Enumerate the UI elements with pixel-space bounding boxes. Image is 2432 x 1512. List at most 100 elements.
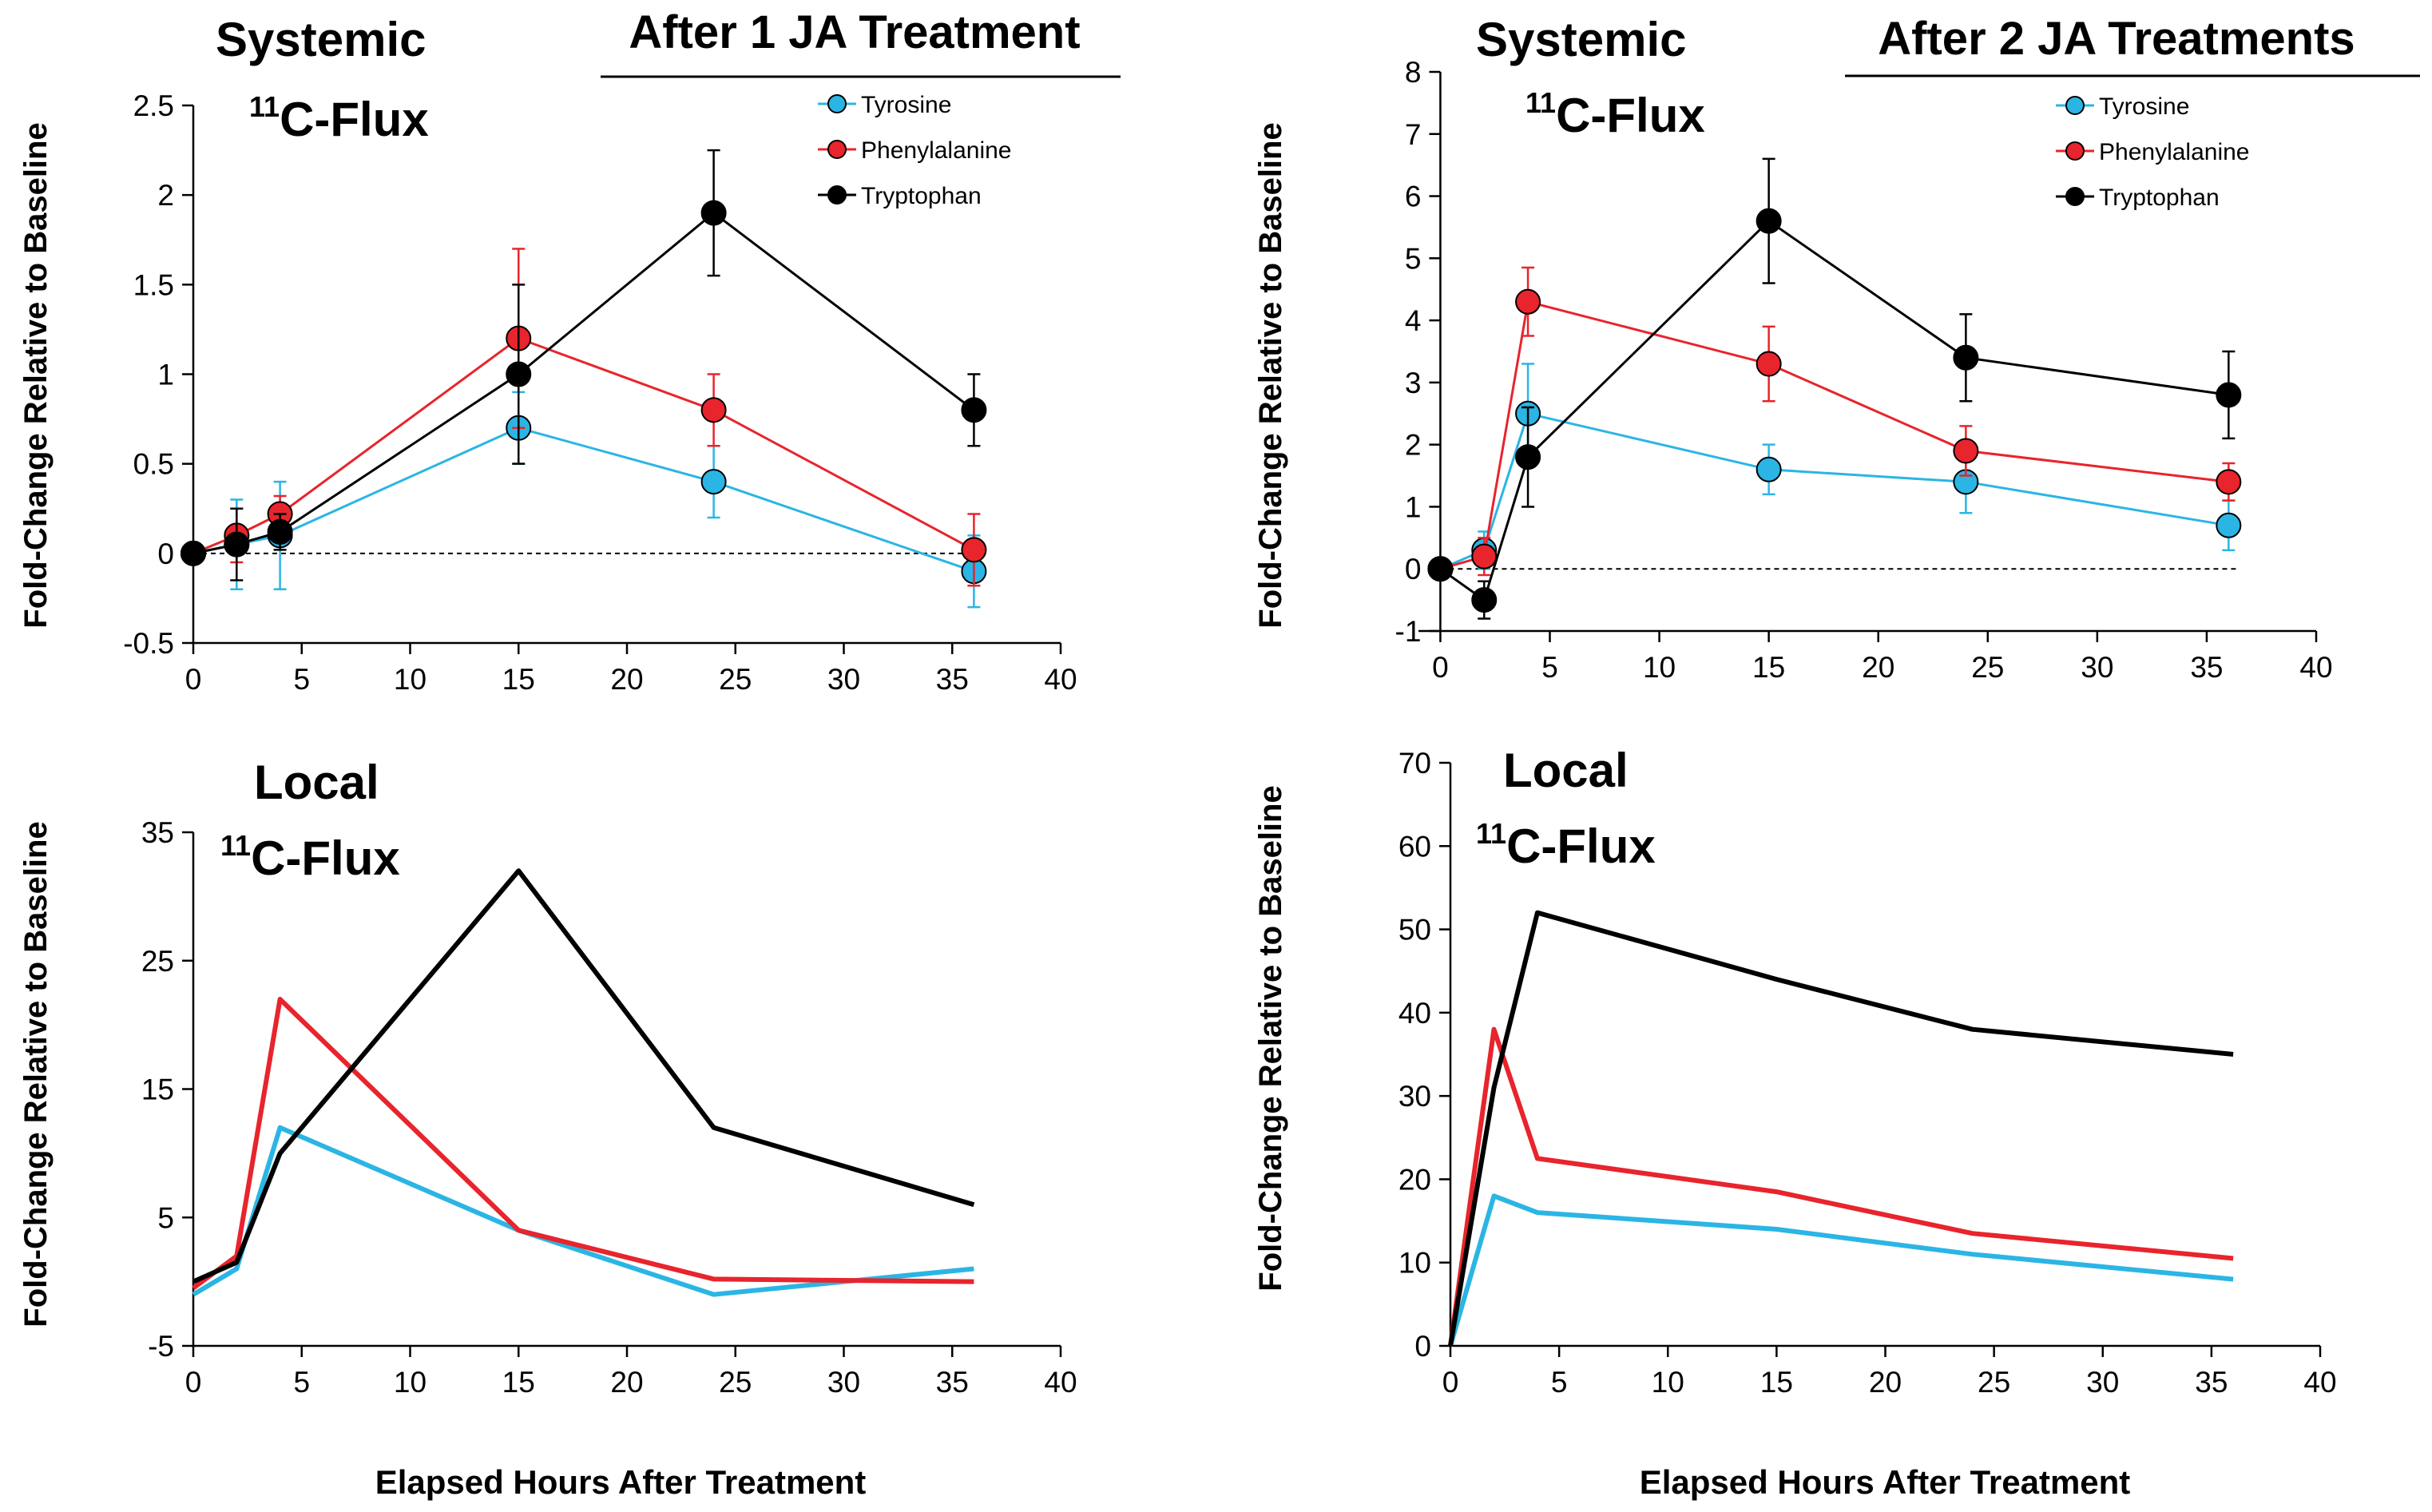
y-tick-label: 6 [1405, 181, 1422, 213]
series-line-phenylalanine [1439, 300, 2229, 570]
legend-marker [827, 185, 847, 204]
y-tick-label: -1 [1395, 615, 1422, 648]
x-tick-label: 5 [1541, 651, 1558, 684]
x-tick-label: 10 [1643, 651, 1676, 684]
data-point-tryptophan [961, 397, 987, 423]
legend-label: Tryptophan [861, 183, 982, 209]
x-tick-label: 10 [394, 1366, 426, 1399]
data-point-phenylalanine [1953, 438, 1979, 464]
x-tick-label: 30 [2081, 651, 2113, 684]
x-tick-label: 5 [1551, 1366, 1568, 1399]
data-point-tyrosine [700, 469, 727, 495]
subtitle-text: C-Flux [1506, 819, 1656, 873]
data-point-tryptophan [181, 540, 206, 566]
data-point-phenylalanine [2216, 469, 2242, 495]
x-tick-label: 35 [2195, 1366, 2228, 1399]
legend-marker [2065, 96, 2085, 115]
data-point-tryptophan [224, 531, 250, 558]
y-tick-label: 0 [1414, 1330, 1431, 1363]
x-tick-label: 0 [185, 663, 202, 696]
subtitle-text: C-Flux [251, 831, 400, 885]
panel-subtitle: 11C-Flux [249, 90, 429, 146]
y-tick-label: 5 [1405, 242, 1422, 275]
x-tick-label: 30 [827, 663, 860, 696]
x-tick-label: 5 [293, 1366, 310, 1399]
subtitle-superscript: 11 [1476, 817, 1506, 850]
y-tick-label: 3 [1405, 367, 1422, 399]
chart-panel-top-right: -1 0 1 2 3 4 5 6 7 8 0 5 10 15 20 25 30 35 40 Fold-Change R… [1253, 13, 2420, 684]
y-tick-label: 10 [1398, 1247, 1431, 1280]
legend-marker [827, 140, 847, 159]
x-tick-label: 35 [936, 1366, 969, 1399]
x-tick-label: 25 [719, 663, 752, 696]
legend-label: Phenylalanine [2099, 139, 2249, 165]
x-tick-label: 30 [2086, 1366, 2119, 1399]
y-tick-label: -5 [148, 1330, 174, 1363]
y-tick-label: 7 [1405, 118, 1422, 151]
y-tick-label: 4 [1405, 304, 1422, 337]
series-line-tryptophan [1448, 910, 2234, 1347]
x-tick-label: 25 [719, 1366, 752, 1399]
y-tick-label: 50 [1398, 914, 1431, 946]
series-line-tryptophan [192, 868, 975, 1284]
y-tick-label: 1 [157, 359, 174, 391]
data-point-phenylalanine [700, 397, 727, 423]
y-tick-label: 1.5 [133, 268, 174, 301]
data-point-phenylalanine [961, 537, 987, 563]
x-tick-label: 35 [2190, 651, 2223, 684]
legend-label: Phenylalanine [861, 137, 1011, 164]
x-tick-label: 10 [1652, 1366, 1684, 1399]
series-line-phenylalanine [1448, 1026, 2234, 1347]
y-tick-label: 30 [1398, 1080, 1431, 1113]
y-axis-label: Fold-Change Relative to Baseline [18, 821, 54, 1327]
chart-panel-top-left: -0.5 0 0.5 1 1.5 2 2.5 0 5 10 15 20 25 30 35 40 Fold-Cha… [18, 6, 1121, 696]
data-point-phenylalanine [1756, 351, 1782, 377]
data-point-tryptophan [1515, 444, 1541, 470]
x-tick-label: 0 [185, 1366, 202, 1399]
x-tick-label: 5 [293, 663, 310, 696]
data-point-tryptophan [700, 200, 727, 226]
data-point-tryptophan [506, 361, 532, 387]
x-tick-label: 15 [502, 663, 535, 696]
panel-header: After 2 JA Treatments [1878, 13, 2355, 65]
x-tick-label: 15 [502, 1366, 535, 1399]
y-tick-label: 0 [1405, 553, 1422, 585]
y-tick-label: 0 [157, 538, 174, 570]
x-tick-label: 40 [1044, 663, 1077, 696]
y-tick-label: 15 [141, 1073, 174, 1106]
x-tick-label: 15 [1752, 651, 1785, 684]
subtitle-superscript: 11 [220, 829, 251, 862]
y-tick-label: 35 [141, 816, 174, 849]
data-point-tryptophan [1756, 208, 1782, 234]
legend-marker [2065, 141, 2085, 161]
y-tick-label: 20 [1398, 1163, 1431, 1196]
panel-title: Systemic [216, 13, 426, 66]
panel-subtitle: 11C-Flux [1525, 86, 1705, 142]
data-point-tryptophan [2216, 382, 2242, 408]
x-axis-label: Elapsed Hours After Treatment [375, 1463, 867, 1501]
data-point-tyrosine [2216, 512, 2242, 538]
series-line-tyrosine [1448, 1193, 2234, 1347]
x-tick-label: 20 [1869, 1366, 1902, 1399]
data-point-tryptophan [1427, 556, 1454, 582]
y-tick-label: 40 [1398, 997, 1431, 1030]
series-line-tryptophan [1439, 220, 2229, 601]
panel-title: Local [254, 756, 379, 809]
data-point-phenylalanine [1471, 543, 1498, 569]
x-tick-label: 20 [610, 1366, 643, 1399]
y-tick-label: 5 [157, 1201, 174, 1234]
panel-subtitle: 11C-Flux [1476, 817, 1656, 873]
x-tick-label: 40 [1044, 1366, 1077, 1399]
y-tick-label: 25 [141, 945, 174, 978]
panel-title: Local [1503, 744, 1629, 797]
data-point-phenylalanine [1515, 288, 1541, 315]
y-tick-label: 60 [1398, 830, 1431, 863]
x-tick-label: 10 [394, 663, 426, 696]
legend-marker [2065, 187, 2085, 206]
x-tick-label: 25 [1978, 1366, 2010, 1399]
y-tick-label: 2 [157, 179, 174, 212]
x-axis-label: Elapsed Hours After Treatment [1640, 1463, 2131, 1501]
legend-marker [827, 94, 847, 113]
legend-label: Tyrosine [2099, 93, 2189, 120]
